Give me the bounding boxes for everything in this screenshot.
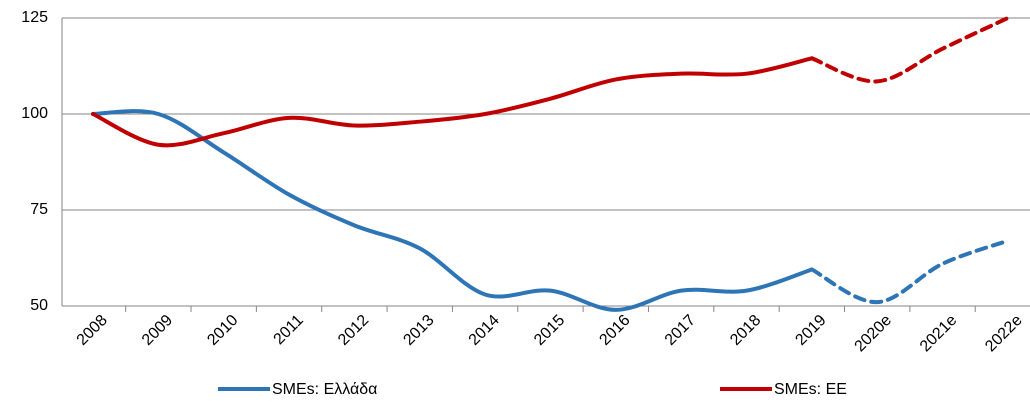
x-tick-label: 2021e bbox=[917, 312, 961, 356]
y-tick-label: 125 bbox=[21, 9, 48, 26]
x-tick-label: 2019 bbox=[792, 312, 829, 349]
x-tick-label: 2009 bbox=[139, 312, 176, 349]
x-tick-label: 2020e bbox=[852, 312, 896, 356]
x-tick-label: 2012 bbox=[335, 312, 372, 349]
line-series bbox=[91, 109, 814, 312]
x-tick-label: 2014 bbox=[466, 312, 503, 349]
x-tick-label: 2022e bbox=[982, 312, 1026, 356]
x-tick-label: 2017 bbox=[662, 312, 699, 349]
x-tick-label: 2013 bbox=[400, 312, 437, 349]
legend-label: SMEs: ΕΕ bbox=[774, 381, 847, 398]
legend-label: SMEs: Ελλάδα bbox=[272, 381, 377, 398]
line-series bbox=[809, 238, 1010, 305]
y-tick-label: 75 bbox=[30, 201, 48, 218]
x-tick-label: 2011 bbox=[271, 312, 307, 348]
line-series bbox=[809, 16, 1010, 84]
line-series bbox=[91, 56, 814, 148]
y-tick-label: 100 bbox=[21, 105, 48, 122]
x-tick-label: 2016 bbox=[596, 312, 633, 349]
y-tick-label: 50 bbox=[30, 297, 48, 314]
x-tick-label: 2018 bbox=[727, 312, 764, 349]
x-tick-label: 2015 bbox=[531, 312, 568, 349]
x-tick-label: 2008 bbox=[74, 312, 111, 349]
x-tick-label: 2010 bbox=[204, 312, 241, 349]
